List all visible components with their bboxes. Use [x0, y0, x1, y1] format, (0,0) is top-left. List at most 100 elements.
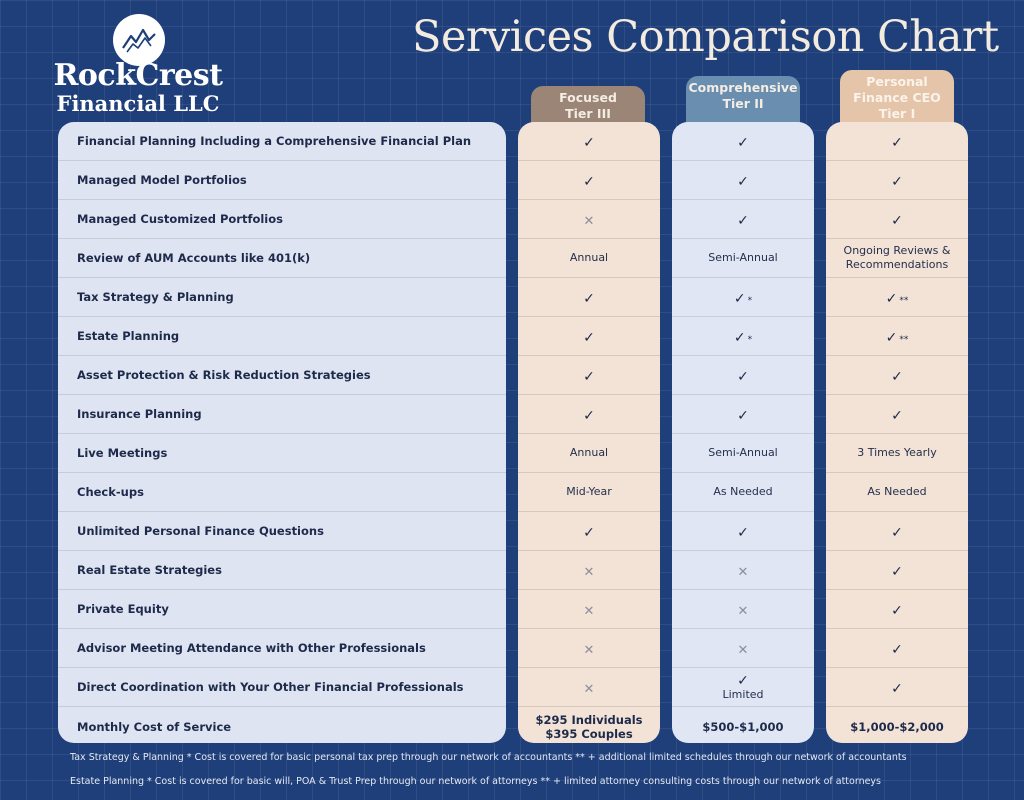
check-icon: ✓	[583, 329, 595, 346]
feature-row: Financial Planning Including a Comprehen…	[58, 122, 506, 161]
feature-row: Direct Coordination with Your Other Fina…	[58, 668, 506, 707]
cell-mark-line: ✓	[737, 673, 749, 688]
tier-cell: ✓	[672, 356, 814, 395]
tier-cell: ✓	[672, 512, 814, 551]
brand-line-2: Financial LLC	[56, 91, 220, 116]
check-icon: ✓	[891, 407, 903, 424]
cell-mark-wrap: ✓	[891, 678, 903, 697]
tier-tab-comprehensive: Comprehensive Tier II	[686, 76, 800, 126]
price-value: $295 Individuals	[535, 712, 643, 727]
cell-mark-line: ✓	[583, 522, 595, 541]
x-icon: ✕	[737, 564, 749, 580]
cell-text-stack: Ongoing Reviews & Recommendations	[844, 244, 951, 272]
tier-cell: ✕	[672, 629, 814, 668]
tier-cell: ✓	[826, 590, 968, 629]
check-icon: ✓	[891, 641, 903, 658]
feature-label: Check-ups	[77, 485, 144, 499]
x-icon: ✕	[583, 564, 595, 580]
tier-cell: Mid-Year	[518, 473, 660, 512]
cell-mark-wrap: ✕	[738, 639, 749, 658]
cell-mark-line: ✕	[584, 210, 595, 229]
tier-cell: ✕	[518, 551, 660, 590]
cell-mark-wrap: ✓	[891, 132, 903, 151]
tier-column-personal-finance-ceo: ✓ ✓ ✓ Ongoing Reviews & Recommendations ✓ ** ✓ *…	[826, 122, 968, 743]
feature-label: Private Equity	[77, 602, 169, 616]
cell-mark-wrap: ✓	[583, 405, 595, 424]
tier-cell: ✓	[518, 161, 660, 200]
cell-mark-wrap: ✓	[891, 561, 903, 580]
cell-mark-wrap: ✕	[584, 600, 595, 619]
feature-label: Tax Strategy & Planning	[77, 290, 234, 304]
cell-mark-line: ✓	[891, 171, 903, 190]
cell-mark-line: ✓	[891, 600, 903, 619]
tier-tab-focused: Focused Tier III	[531, 86, 645, 126]
check-icon: ✓	[733, 290, 746, 307]
check-icon: ✓	[737, 672, 749, 689]
cell-mark-wrap: ✕	[738, 561, 749, 580]
cell-mark-line: ✕	[584, 600, 595, 619]
tier-cell: Annual	[518, 239, 660, 278]
check-icon: ✓	[891, 173, 903, 190]
cell-mark-line: ✓	[583, 327, 595, 346]
cell-text-stack: Annual	[570, 251, 608, 265]
logo	[113, 14, 165, 66]
tier-cell: ✓ **	[826, 317, 968, 356]
feature-label: Insurance Planning	[77, 407, 202, 421]
cell-value: As Needed	[867, 485, 927, 498]
tier-cell: ✓	[518, 278, 660, 317]
cell-mark-wrap: ✓	[737, 366, 749, 385]
tier-cell: ✓ **	[826, 278, 968, 317]
cell-mark-wrap: ✓	[891, 600, 903, 619]
cell-mark-line: ✓	[737, 132, 749, 151]
cell-mark-wrap: ✓ **	[886, 288, 909, 307]
check-icon: ✓	[891, 368, 903, 385]
feature-label: Live Meetings	[77, 446, 168, 460]
cell-text-stack: As Needed	[867, 485, 926, 499]
check-icon: ✓	[891, 602, 903, 619]
price-value: $395 Couples	[545, 726, 633, 741]
feature-row: Estate Planning	[58, 317, 506, 356]
cell-note: Limited	[722, 687, 764, 701]
cell-text-stack: Semi-Annual	[708, 446, 778, 460]
feature-label: Review of AUM Accounts like 401(k)	[77, 251, 311, 265]
cell-mark-line: ✓	[891, 522, 903, 541]
cell-value: Mid-Year	[566, 485, 612, 498]
cell-mark-line: ✕	[584, 561, 595, 580]
tier-cell: ✕	[518, 200, 660, 239]
page-title: Services Comparison Chart	[412, 12, 999, 62]
cell-mark-wrap: ✕	[584, 678, 595, 697]
feature-row: Real Estate Strategies	[58, 551, 506, 590]
tier-tab-personal-finance-ceo: Personal Finance CEO Tier I	[840, 70, 954, 126]
x-icon: ✕	[737, 642, 749, 658]
feature-row: Review of AUM Accounts like 401(k)	[58, 239, 506, 278]
price-value: $1,000-$2,000	[850, 719, 944, 734]
price-stack: $295 Individuals $395 Couples	[535, 713, 642, 741]
cell-mark-line: ✓	[583, 405, 595, 424]
check-icon: ✓	[737, 173, 749, 190]
tier-tab-line: Tier III	[565, 106, 611, 121]
cell-mark-line: ✓	[737, 366, 749, 385]
cell-mark-wrap: ✓	[583, 132, 595, 151]
cell-mark-wrap: ✓	[891, 171, 903, 190]
tier-cell: ✓	[826, 512, 968, 551]
mountain-icon	[122, 28, 156, 53]
cell-mark-wrap: ✓	[891, 405, 903, 424]
cell-value: As Needed	[713, 485, 773, 498]
cell-value: Annual	[569, 446, 609, 459]
cell-mark-line: ✕	[738, 600, 749, 619]
tier-cell: ✓	[826, 200, 968, 239]
price-value: $500-$1,000	[702, 719, 784, 734]
tier-cell: ✓	[672, 395, 814, 434]
cell-value: Recommendations	[845, 258, 949, 271]
feature-row: Unlimited Personal Finance Questions	[58, 512, 506, 551]
tier-cell: ✓	[826, 551, 968, 590]
feature-row: Managed Customized Portfolios	[58, 200, 506, 239]
check-icon: ✓	[737, 407, 749, 424]
tier-cell: ✓	[826, 122, 968, 161]
feature-label: Financial Planning Including a Comprehen…	[77, 134, 472, 148]
tier-cell: ✓	[518, 512, 660, 551]
check-icon: ✓	[737, 524, 749, 541]
tier-cell: ✓	[518, 395, 660, 434]
cell-mark-line: ✓	[891, 639, 903, 658]
tier-cell: ✓	[672, 161, 814, 200]
